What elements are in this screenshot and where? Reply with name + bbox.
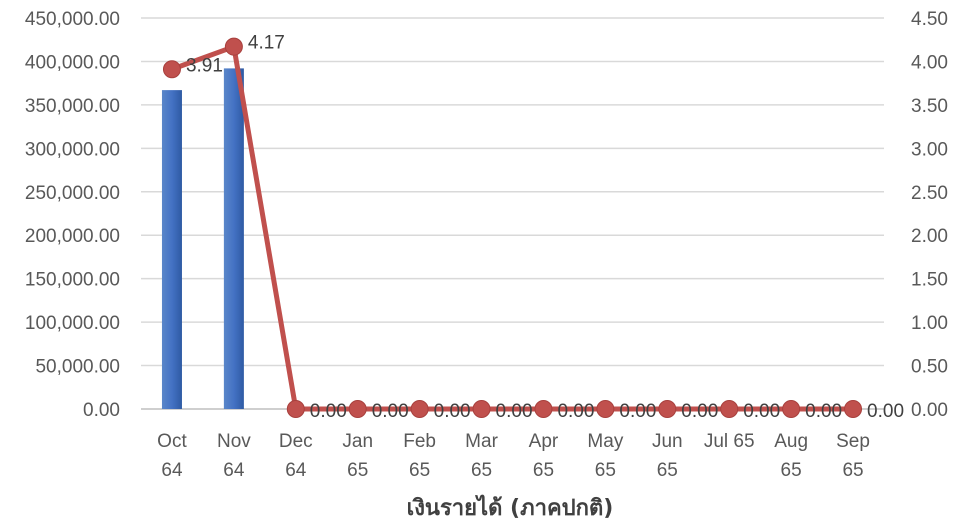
x-axis-tick-label: Feb xyxy=(403,431,436,452)
data-label: 0.00 xyxy=(310,401,347,422)
x-axis-tick-label: Oct xyxy=(157,431,187,452)
x-axis-tick-label: 65 xyxy=(657,460,678,481)
x-axis-tick-label: Jan xyxy=(342,431,373,452)
line-marker xyxy=(658,400,677,418)
data-label: 0.00 xyxy=(681,401,718,422)
x-axis-tick-label: 64 xyxy=(285,460,307,481)
line-marker xyxy=(534,400,553,418)
x-axis-tick-label: Jun xyxy=(652,431,683,452)
left-axis-tick-label: 0.00 xyxy=(83,400,120,421)
left-axis-tick-label: 100,000.00 xyxy=(25,313,120,334)
bar xyxy=(223,68,244,409)
left-axis-tick-label: 300,000.00 xyxy=(25,139,120,160)
x-axis-title: เงินรายได้ (ภาคปกติ) xyxy=(407,494,614,521)
left-axis-tick-label: 200,000.00 xyxy=(25,226,120,247)
data-label: 0.00 xyxy=(619,401,656,422)
right-axis-tick-label: 3.50 xyxy=(911,96,948,117)
data-label: 3.91 xyxy=(186,55,223,76)
left-axis-tick-label: 50,000.00 xyxy=(35,357,120,378)
x-axis-tick-label: Dec xyxy=(279,431,313,452)
line-marker xyxy=(224,37,243,56)
line-marker xyxy=(844,400,863,418)
line-marker xyxy=(596,400,615,418)
right-axis-tick-label: 1.00 xyxy=(911,313,948,334)
x-axis-tick-label: 65 xyxy=(471,460,492,481)
x-axis-tick-label: Apr xyxy=(529,431,559,452)
left-axis-tick-labels: 0.00 50,000.00 100,000.00 150,000.00 200,000… xyxy=(25,9,120,421)
line-marker xyxy=(472,400,491,418)
x-axis-tick-labels: Oct 64 Nov 64 Dec 64 Jan 65 Feb 65 Mar 65 Apr 65 May 65… xyxy=(157,431,870,481)
x-axis-tick-label: 65 xyxy=(533,460,554,481)
left-axis-tick-label: 450,000.00 xyxy=(25,9,120,30)
data-label: 0.00 xyxy=(557,401,594,422)
data-label: 0.00 xyxy=(805,401,842,422)
line-series: 3.91 4.17 0.00 0.00 0.00 0.00 0.00 0.00 0.00 0.00… xyxy=(162,33,904,422)
line-path xyxy=(169,44,856,412)
x-axis-tick-label: 65 xyxy=(347,460,368,481)
x-axis-tick-label: Sep xyxy=(836,431,870,452)
x-axis-tick-label: May xyxy=(587,431,623,452)
left-axis-tick-label: 350,000.00 xyxy=(25,96,120,117)
right-axis-tick-label: 4.00 xyxy=(911,52,948,73)
x-axis-tick-label: 65 xyxy=(781,460,802,481)
x-axis-tick-label: Mar xyxy=(465,431,498,452)
right-axis-tick-label: 3.00 xyxy=(911,139,948,160)
data-label: 0.00 xyxy=(434,401,471,422)
x-axis-tick-label: Jul 65 xyxy=(704,431,755,452)
left-axis-tick-label: 150,000.00 xyxy=(25,270,120,291)
right-axis-tick-label: 0.00 xyxy=(911,400,948,421)
data-label: 0.00 xyxy=(372,401,409,422)
line-marker xyxy=(286,400,305,418)
left-axis-tick-label: 250,000.00 xyxy=(25,183,120,204)
line-marker xyxy=(782,400,801,418)
data-label: 0.00 xyxy=(867,401,904,422)
x-axis-tick-label: 64 xyxy=(223,460,245,481)
gridlines xyxy=(141,17,884,410)
x-axis-tick-label: Nov xyxy=(217,431,251,452)
line-marker xyxy=(720,400,739,418)
x-axis-tick-label: Aug xyxy=(774,431,808,452)
right-axis-tick-label: 0.50 xyxy=(911,357,948,378)
x-axis-tick-label: 65 xyxy=(842,460,863,481)
line-marker xyxy=(348,400,367,418)
right-axis-tick-label: 2.00 xyxy=(911,226,948,247)
data-label: 4.17 xyxy=(248,33,285,54)
right-axis-tick-label: 4.50 xyxy=(911,9,948,30)
right-axis-tick-labels: 0.00 0.50 1.00 1.50 2.00 2.50 3.00 3.50 4.00 4.50 xyxy=(911,9,948,421)
x-axis-tick-label: 65 xyxy=(595,460,616,481)
line-marker xyxy=(410,400,429,418)
left-axis-tick-label: 400,000.00 xyxy=(25,52,120,73)
x-axis-tick-label: 64 xyxy=(161,460,183,481)
right-axis-tick-label: 1.50 xyxy=(911,270,948,291)
bar xyxy=(161,90,182,410)
right-axis-tick-label: 2.50 xyxy=(911,183,948,204)
x-axis-tick-label: 65 xyxy=(409,460,430,481)
data-label: 0.00 xyxy=(496,401,533,422)
data-label: 0.00 xyxy=(743,401,780,422)
line-marker xyxy=(162,60,181,79)
bar-series xyxy=(161,68,244,410)
